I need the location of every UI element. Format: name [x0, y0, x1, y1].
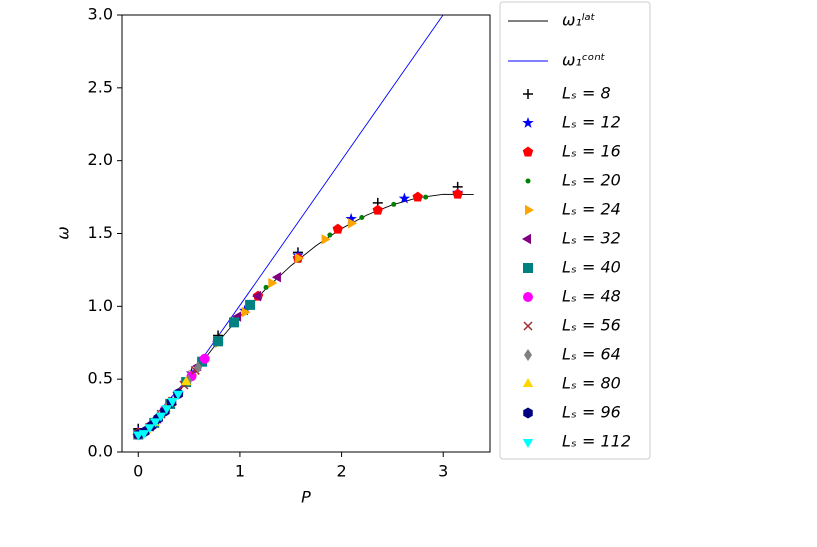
legend-label: Lₛ = 64	[562, 345, 621, 364]
marker	[194, 361, 203, 374]
marker	[144, 424, 155, 434]
marker	[245, 299, 256, 310]
legend-swatch	[522, 146, 534, 157]
marker	[199, 353, 210, 364]
marker	[294, 253, 304, 264]
marker	[213, 336, 224, 347]
x-axis-label: P	[301, 488, 311, 507]
marker	[412, 191, 423, 202]
data-line	[137, 15, 444, 435]
legend-label: Lₛ = 48	[562, 287, 621, 306]
marker	[167, 398, 178, 408]
legend-swatch	[525, 178, 531, 184]
legend-label: ω₁ˡᵃᵗ	[562, 11, 596, 30]
marker	[321, 234, 331, 245]
marker	[327, 232, 333, 238]
marker	[155, 412, 167, 422]
legend-swatch	[524, 349, 532, 361]
x-tick-label: 3	[438, 462, 448, 481]
marker	[180, 376, 192, 386]
marker	[391, 201, 397, 207]
marker	[452, 188, 463, 199]
legend-swatch	[522, 439, 534, 448]
legend-swatch	[523, 407, 533, 419]
marker	[133, 431, 144, 441]
data-line	[137, 193, 474, 435]
marker	[398, 192, 411, 204]
legend-label: Lₛ = 8	[562, 84, 611, 103]
y-tick-label: 3.0	[88, 5, 113, 24]
x-tick-label: 0	[133, 462, 143, 481]
legend-label: Lₛ = 96	[562, 403, 621, 422]
legend-label: Lₛ = 80	[562, 374, 621, 393]
y-tick-label: 2.5	[88, 77, 113, 96]
y-axis-label: ω	[54, 226, 73, 239]
legend-label: Lₛ = 12	[562, 113, 621, 132]
marker	[423, 194, 429, 200]
marker	[252, 290, 262, 302]
marker	[372, 204, 384, 215]
marker	[345, 212, 357, 224]
marker	[263, 284, 269, 290]
y-tick-label: 1.0	[88, 296, 113, 315]
plot-area	[132, 15, 474, 441]
marker	[241, 306, 251, 318]
marker	[173, 390, 184, 400]
y-tick-label: 2.0	[88, 150, 113, 169]
marker	[138, 430, 150, 440]
marker	[161, 405, 172, 415]
legend-swatch	[523, 89, 533, 99]
legend-label: Lₛ = 56	[562, 316, 621, 335]
legend-label: Lₛ = 112	[562, 432, 631, 451]
y-tick-label: 1.5	[88, 223, 113, 242]
legend-label: Lₛ = 20	[562, 171, 621, 190]
y-tick-label: 0.5	[88, 369, 113, 388]
x-tick-label: 2	[336, 462, 346, 481]
legend-swatch	[523, 321, 533, 331]
marker	[332, 223, 344, 234]
axes-frame	[121, 14, 491, 453]
legend-swatch	[522, 378, 534, 387]
legend-box	[499, 1, 651, 460]
x-tick-label: 1	[235, 462, 245, 481]
legend-swatch	[523, 263, 533, 273]
legend-label: Lₛ = 32	[562, 229, 621, 248]
marker	[150, 418, 161, 428]
legend-swatch	[522, 233, 531, 245]
legend-label: Lₛ = 24	[562, 200, 621, 219]
legend-label: Lₛ = 16	[562, 142, 621, 161]
marker	[359, 214, 365, 220]
legend-label: Lₛ = 40	[562, 258, 621, 277]
marker	[271, 272, 281, 283]
legend-swatch	[525, 204, 534, 216]
marker	[348, 218, 358, 229]
legend-label: ω₁ᶜᵒⁿᵗ	[562, 51, 606, 70]
y-tick-label: 0.0	[88, 442, 113, 461]
legend-swatch	[523, 292, 533, 302]
marker	[268, 277, 278, 289]
marker	[229, 317, 240, 328]
legend-swatch	[522, 117, 534, 128]
